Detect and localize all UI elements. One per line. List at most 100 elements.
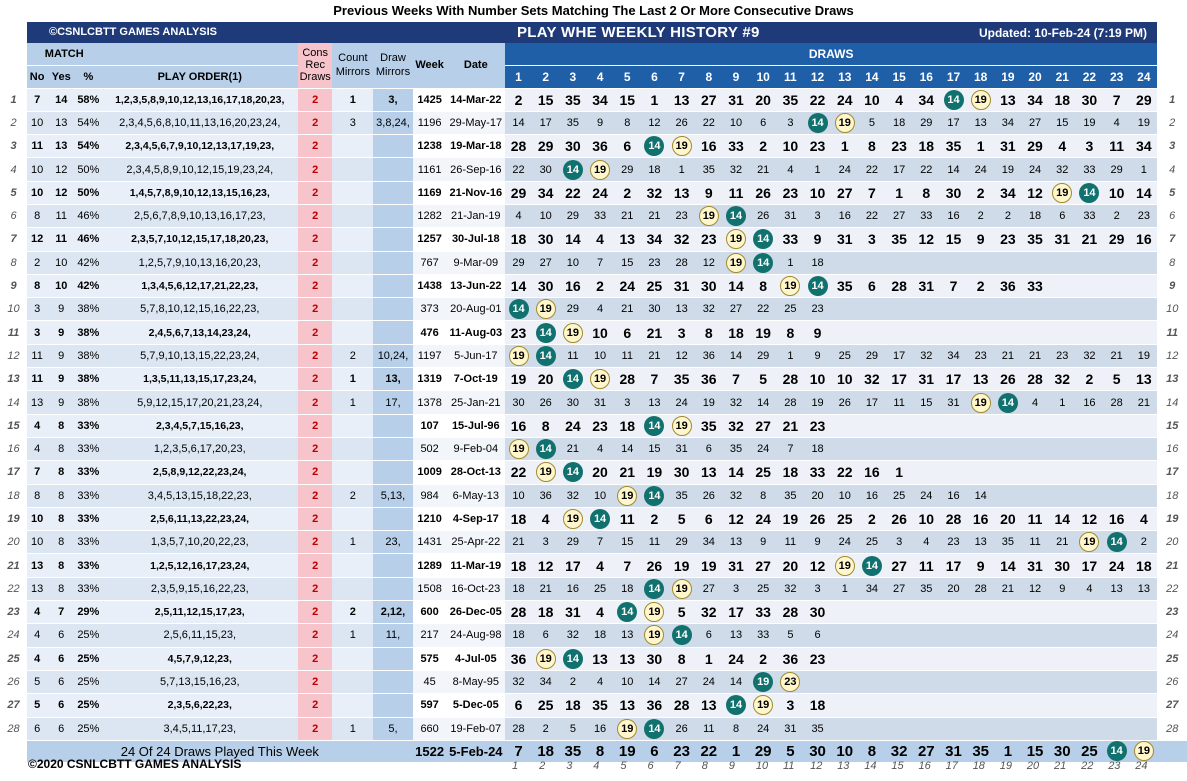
draw-mirrors	[373, 134, 413, 159]
row-index-right: 8	[1157, 251, 1187, 275]
count-mirrors	[332, 460, 374, 485]
count-mirrors	[332, 297, 374, 322]
bottom-draw-number: 4	[593, 760, 600, 772]
draw-cell: 28	[613, 367, 641, 392]
draw-cell	[967, 670, 995, 695]
draw-cell: 14	[504, 111, 533, 136]
draw-cell: 32	[504, 670, 533, 695]
draw-cell	[831, 297, 859, 322]
draw-cell: 26	[640, 553, 669, 578]
match-14-ball: 14	[753, 229, 774, 250]
draw-cell	[803, 670, 832, 695]
play-order: 5,9,12,15,17,20,21,23,24,	[101, 390, 299, 415]
draw-cell: 30	[1075, 88, 1104, 112]
bottom-draw-number: 16	[918, 760, 931, 772]
draw-cell: 29	[668, 530, 696, 555]
draw-cell	[1048, 670, 1076, 695]
match-yes: 6	[47, 647, 76, 671]
play-order: 1,3,5,7,10,20,22,23,	[101, 530, 299, 555]
draw-cell: 5	[776, 623, 804, 648]
cons-rec-draws: 2	[298, 390, 333, 415]
draw-cell: 20	[939, 577, 968, 602]
draw-cell	[858, 693, 886, 718]
bottom-draw-number: 20	[1026, 760, 1040, 772]
draw-cell: 10	[858, 88, 886, 112]
draw-cell: 34	[532, 670, 560, 695]
draw-cell	[1103, 484, 1131, 508]
draw-cell: 29	[559, 530, 587, 555]
draw-cell: 32	[776, 577, 804, 602]
draw-cell	[1021, 600, 1049, 625]
draw-cell: 5	[776, 740, 804, 763]
banner-title: PLAY WHE WEEKLY HISTORY #9	[517, 24, 760, 41]
match-19-ball: 19	[1079, 532, 1100, 553]
table-row: 17 7 8 33% 2,5,8,9,12,22,23,24, 2 1009 28-Oct-1…	[0, 460, 1187, 485]
draw-cell: 19	[1048, 181, 1076, 205]
draw-cell: 18	[722, 320, 750, 345]
match-19-ball: 19	[698, 206, 719, 227]
count-mirrors	[332, 507, 374, 532]
draw-cell: 31	[776, 204, 804, 229]
count-mirrors: 1	[332, 623, 374, 648]
match-pct: 46%	[75, 204, 102, 229]
draw-cell	[1048, 647, 1076, 671]
draw-cell: 25	[885, 484, 913, 508]
match-19-ball: 19	[562, 508, 583, 529]
bottom-draw-number: 24	[1135, 760, 1148, 772]
row-index-right: 13	[1157, 367, 1187, 392]
bottom-draw-number: 23	[1108, 760, 1121, 772]
row-index: 12	[0, 344, 28, 369]
draw-cell: 21	[532, 577, 560, 602]
draw-cell: 24	[967, 157, 995, 182]
cons-rec-draws: 2	[298, 111, 333, 136]
draw-cell: 23	[803, 414, 832, 438]
draw-date: 21-Nov-16	[446, 181, 505, 205]
draw-cell: 4	[586, 553, 614, 578]
match-no: 4	[27, 623, 48, 648]
draw-cell: 31	[994, 134, 1022, 159]
match-pct: 25%	[75, 717, 102, 741]
match-19-ball: 19	[1052, 182, 1073, 203]
draw-cell: 35	[803, 717, 832, 741]
draw-date: 19-Feb-07	[446, 717, 505, 741]
match-no: 3	[27, 320, 48, 345]
draw-cell: 23	[1048, 344, 1076, 369]
draw-cell: 28	[967, 577, 995, 602]
draw-cell: 24	[1103, 553, 1131, 578]
draw-cell: 17	[858, 390, 886, 415]
play-order: 2,5,6,11,13,22,23,24,	[101, 507, 299, 532]
cons-rec-draws: 2	[298, 623, 333, 648]
no-header: No	[27, 65, 48, 89]
draw-cell: 27	[695, 577, 723, 602]
draw-cell: 2	[532, 717, 560, 741]
draw-cell	[939, 251, 968, 275]
draw-mirrors	[373, 414, 413, 438]
draw-cell	[885, 670, 913, 695]
draw-cell: 19	[967, 390, 995, 415]
match-14-ball: 14	[726, 206, 746, 227]
draw-cell: 18	[803, 693, 832, 718]
match-no: 7	[27, 460, 48, 485]
week-number: 1210	[412, 507, 447, 532]
count-mirrors	[332, 320, 374, 345]
match-yes: 10	[47, 251, 76, 275]
draw-number-header: 18	[967, 65, 995, 89]
draw-cell: 4	[1075, 577, 1104, 602]
draw-cell	[1048, 297, 1076, 322]
draw-cell	[1048, 600, 1076, 625]
draw-cell: 31	[831, 227, 859, 252]
draw-date: 4-Sep-17	[446, 507, 505, 532]
draw-cell: 32	[640, 181, 669, 205]
row-index-right: 27	[1157, 693, 1187, 718]
draw-cell: 10	[831, 484, 859, 508]
match-14-ball: 14	[726, 695, 746, 716]
draw-cell	[1130, 693, 1158, 718]
row-index-right: 20	[1157, 530, 1187, 555]
draw-cell: 3	[858, 227, 886, 252]
draw-cell: 27	[885, 204, 913, 229]
draw-cell: 35	[967, 740, 995, 763]
draw-cell	[912, 437, 940, 462]
table-row: 18 8 8 33% 3,4,5,13,15,18,22,23, 2 2 5,13, 984 6-…	[0, 484, 1187, 508]
draw-cell: 11	[613, 507, 641, 532]
draw-cell: 35	[559, 88, 587, 112]
